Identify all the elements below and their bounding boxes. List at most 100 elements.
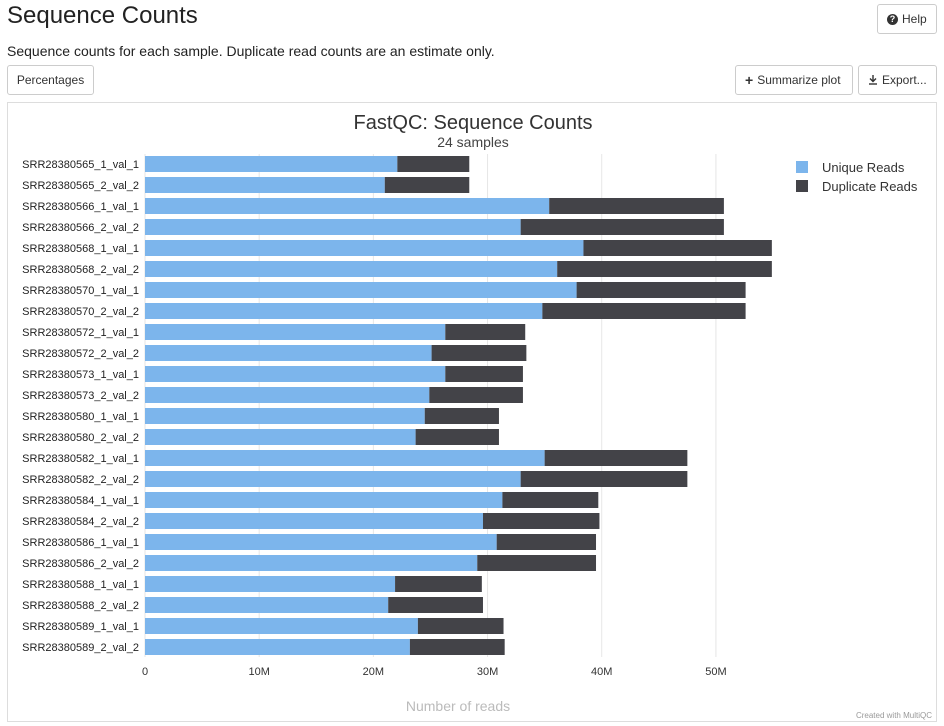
bar-duplicate-reads[interactable] xyxy=(395,576,482,592)
bar-duplicate-reads[interactable] xyxy=(520,219,724,235)
summarize-plot-button[interactable]: + Summarize plot xyxy=(735,65,853,95)
y-category-label: SRR28380580_2_val_2 xyxy=(22,432,139,444)
y-category-label: SRR28380580_1_val_1 xyxy=(22,411,139,423)
percentages-button-label: Percentages xyxy=(16,73,85,87)
bar-unique-reads[interactable] xyxy=(145,555,478,571)
bar-unique-reads[interactable] xyxy=(145,219,521,235)
bar-duplicate-reads[interactable] xyxy=(415,429,499,445)
bar-duplicate-reads[interactable] xyxy=(502,492,599,508)
y-category-label: SRR28380584_1_val_1 xyxy=(22,495,139,507)
y-category-label: SRR28380586_2_val_2 xyxy=(22,558,139,570)
multiqc-credit: Created with MultiQC xyxy=(856,711,932,720)
bar-duplicate-reads[interactable] xyxy=(431,345,527,361)
export-button-label: Export... xyxy=(882,73,927,87)
y-category-label: SRR28380588_1_val_1 xyxy=(22,579,139,591)
bar-duplicate-reads[interactable] xyxy=(424,408,499,424)
x-tick-label: 50M xyxy=(705,666,726,678)
plot-container: SRR28380565_1_val_1 SRR28380565_2_val_2 SR… xyxy=(7,102,937,722)
question-circle-icon: ? xyxy=(887,13,898,25)
bar-unique-reads[interactable] xyxy=(145,156,398,172)
bar-unique-reads[interactable] xyxy=(145,450,545,466)
x-tick-label: 10M xyxy=(248,666,269,678)
bar-duplicate-reads[interactable] xyxy=(542,303,746,319)
legend-swatch-unique xyxy=(796,161,808,173)
bar-duplicate-reads[interactable] xyxy=(549,198,724,214)
percentages-button[interactable]: Percentages xyxy=(7,65,94,95)
chart-subtitle: 24 samples xyxy=(437,134,509,150)
bar-duplicate-reads[interactable] xyxy=(482,513,600,529)
bar-duplicate-reads[interactable] xyxy=(544,450,688,466)
bar-duplicate-reads[interactable] xyxy=(477,555,597,571)
bar-unique-reads[interactable] xyxy=(145,303,543,319)
bar-unique-reads[interactable] xyxy=(145,345,432,361)
bar-chart: SRR28380565_1_val_1 SRR28380565_2_val_2 SR… xyxy=(22,112,932,720)
bar-unique-reads[interactable] xyxy=(145,282,577,298)
y-category-label: SRR28380573_2_val_2 xyxy=(22,390,139,402)
export-button[interactable]: Export... xyxy=(858,65,937,95)
summarize-button-label: Summarize plot xyxy=(757,73,841,87)
bar-duplicate-reads[interactable] xyxy=(557,261,772,277)
bar-duplicate-reads[interactable] xyxy=(445,324,526,340)
x-tick-label: 40M xyxy=(591,666,612,678)
y-category-label: SRR28380565_2_val_2 xyxy=(22,180,139,192)
y-category-label: SRR28380582_2_val_2 xyxy=(22,474,139,486)
x-tick-label: 30M xyxy=(477,666,498,678)
chart-title: FastQC: Sequence Counts xyxy=(353,112,592,134)
x-axis-label: Number of reads xyxy=(406,698,510,714)
bar-duplicate-reads[interactable] xyxy=(520,471,688,487)
bar-duplicate-reads[interactable] xyxy=(496,534,597,550)
help-button-label: Help xyxy=(902,12,927,26)
bar-duplicate-reads[interactable] xyxy=(445,366,523,382)
bar-unique-reads[interactable] xyxy=(145,597,389,613)
bar-unique-reads[interactable] xyxy=(145,198,550,214)
bar-duplicate-reads[interactable] xyxy=(384,177,470,193)
y-category-label: SRR28380589_2_val_2 xyxy=(22,642,139,654)
y-category-label: SRR28380570_1_val_1 xyxy=(22,285,139,297)
y-category-label: SRR28380570_2_val_2 xyxy=(22,306,139,318)
y-category-label: SRR28380572_2_val_2 xyxy=(22,348,139,360)
bar-unique-reads[interactable] xyxy=(145,408,425,424)
bar-unique-reads[interactable] xyxy=(145,240,584,256)
x-tick-label: 20M xyxy=(363,666,384,678)
legend-label-unique: Unique Reads xyxy=(822,160,905,175)
bar-unique-reads[interactable] xyxy=(145,618,418,634)
bar-unique-reads[interactable] xyxy=(145,492,503,508)
bar-unique-reads[interactable] xyxy=(145,513,483,529)
help-button[interactable]: ? Help xyxy=(877,4,937,34)
y-category-label: SRR28380586_1_val_1 xyxy=(22,537,139,549)
legend-swatch-duplicate xyxy=(796,180,808,192)
bar-unique-reads[interactable] xyxy=(145,324,446,340)
bar-duplicate-reads[interactable] xyxy=(429,387,523,403)
bar-duplicate-reads[interactable] xyxy=(409,639,505,655)
y-category-label: SRR28380573_1_val_1 xyxy=(22,369,139,381)
bar-duplicate-reads[interactable] xyxy=(583,240,772,256)
bar-unique-reads[interactable] xyxy=(145,576,396,592)
bar-duplicate-reads[interactable] xyxy=(388,597,483,613)
bar-unique-reads[interactable] xyxy=(145,471,521,487)
y-category-label: SRR28380566_1_val_1 xyxy=(22,201,139,213)
bar-unique-reads[interactable] xyxy=(145,639,410,655)
y-category-label: SRR28380566_2_val_2 xyxy=(22,222,139,234)
y-category-label: SRR28380589_1_val_1 xyxy=(22,621,139,633)
y-category-label: SRR28380565_1_val_1 xyxy=(22,159,139,171)
chart-legend: Unique Reads Duplicate Reads xyxy=(796,160,918,194)
bar-unique-reads[interactable] xyxy=(145,534,497,550)
bar-unique-reads[interactable] xyxy=(145,429,416,445)
legend-label-duplicate: Duplicate Reads xyxy=(822,179,918,194)
y-category-label: SRR28380568_1_val_1 xyxy=(22,243,139,255)
bar-duplicate-reads[interactable] xyxy=(397,156,470,172)
y-category-label: SRR28380568_2_val_2 xyxy=(22,264,139,276)
bar-duplicate-reads[interactable] xyxy=(576,282,746,298)
page-title: Sequence Counts xyxy=(7,2,198,29)
bar-unique-reads[interactable] xyxy=(145,177,385,193)
page-description: Sequence counts for each sample. Duplica… xyxy=(7,43,495,59)
bar-unique-reads[interactable] xyxy=(145,366,446,382)
download-icon xyxy=(869,75,877,85)
y-category-label: SRR28380588_2_val_2 xyxy=(22,600,139,612)
y-category-label: SRR28380572_1_val_1 xyxy=(22,327,139,339)
bar-unique-reads[interactable] xyxy=(145,387,430,403)
bar-unique-reads[interactable] xyxy=(145,261,558,277)
y-category-label: SRR28380582_1_val_1 xyxy=(22,453,139,465)
bar-duplicate-reads[interactable] xyxy=(417,618,504,634)
x-tick-label: 0 xyxy=(142,666,148,678)
